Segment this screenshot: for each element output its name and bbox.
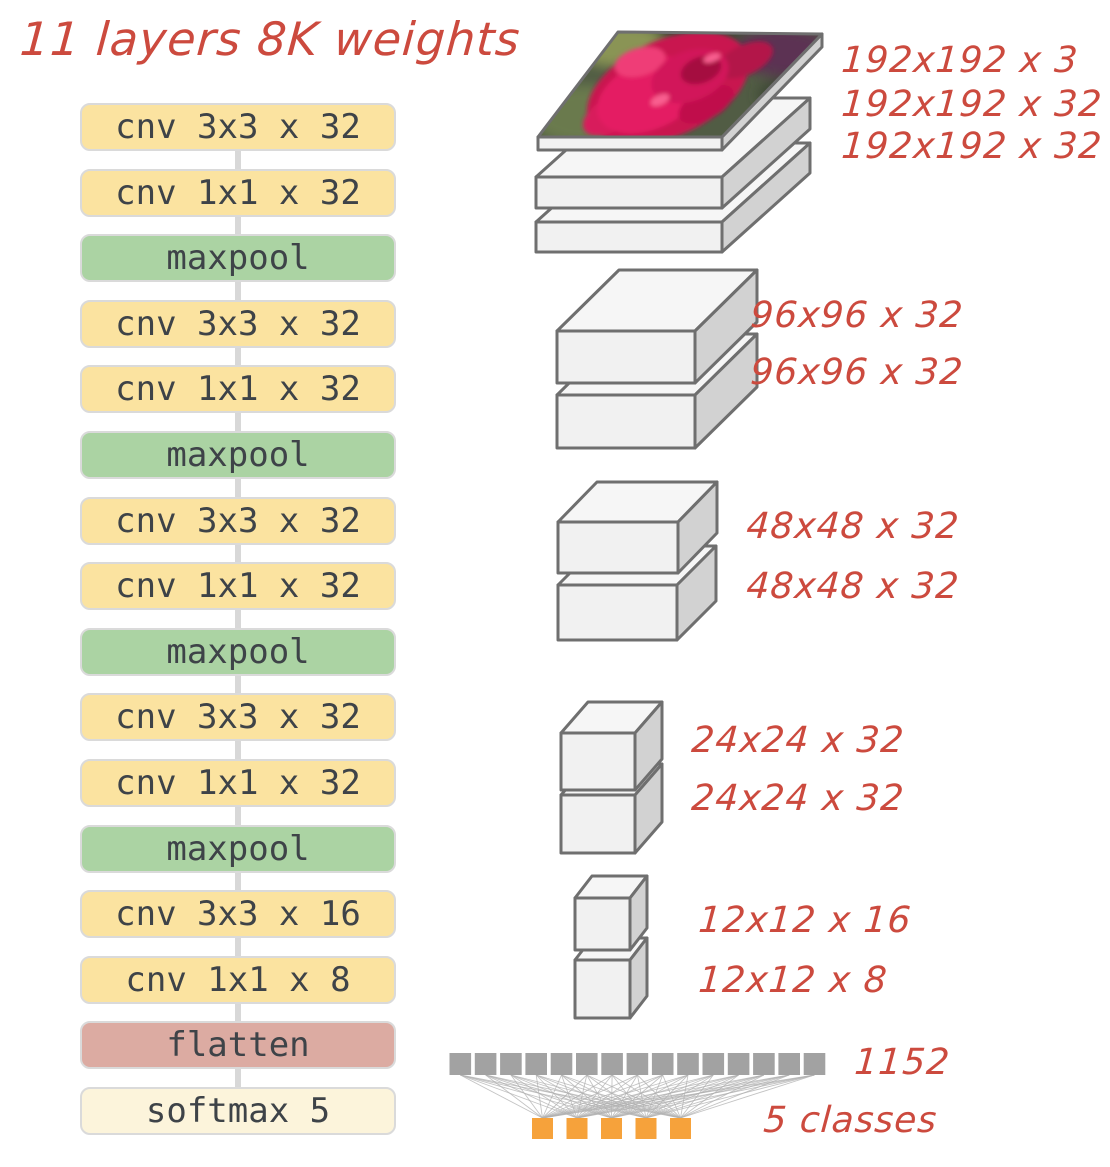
pipeline-block-1: cnv 3x3 x 32 (80, 103, 396, 151)
feature-stack-48 (556, 480, 719, 642)
fc-connections (460, 1074, 815, 1119)
pipeline-connector-line (235, 127, 241, 1112)
annotation-192-b: 192x192 x 32 (840, 126, 1104, 167)
annotation-96-a: 96x96 x 32 (749, 295, 965, 336)
pipeline-block-10: cnv 3x3 x 32 (80, 693, 396, 741)
feature-stack-24 (559, 700, 664, 855)
pipeline-block-16: softmax 5 (80, 1087, 396, 1135)
flatten-vector-squares (449, 1053, 826, 1075)
pipeline-block-13: cnv 3x3 x 16 (80, 890, 396, 938)
feature-stack-12 (573, 874, 649, 1020)
annotation-192-a: 192x192 x 32 (840, 84, 1104, 125)
annotation-12-a: 12x12 x 16 (697, 900, 913, 941)
annotation-classes: 5 classes (762, 1100, 939, 1141)
feature-stack-192 (534, 30, 824, 254)
annotation-24-b: 24x24 x 32 (690, 778, 906, 819)
annotation-12-b: 12x12 x 8 (697, 960, 890, 1001)
pipeline-block-2: cnv 1x1 x 32 (80, 169, 396, 217)
annotation-48-a: 48x48 x 32 (745, 506, 961, 547)
box-24-a (559, 700, 664, 792)
box-12-a (573, 874, 649, 952)
pipeline-block-12: maxpool (80, 825, 396, 873)
feature-stack-96 (555, 268, 759, 450)
pipeline-block-6: maxpool (80, 431, 396, 479)
pipeline-block-14: cnv 1x1 x 8 (80, 956, 396, 1004)
pipeline-block-9: maxpool (80, 628, 396, 676)
class-unit-squares (532, 1118, 691, 1139)
annotation-24-a: 24x24 x 32 (690, 720, 906, 761)
annotation-flatten-count: 1152 (853, 1042, 952, 1083)
pipeline-block-5: cnv 1x1 x 32 (80, 365, 396, 413)
annotation-192-input: 192x192 x 3 (840, 40, 1080, 81)
box-96-a (555, 268, 759, 385)
box-48-a (556, 480, 719, 575)
pipeline-block-4: cnv 3x3 x 32 (80, 300, 396, 348)
pipeline-block-3: maxpool (80, 234, 396, 282)
pipeline-block-7: cnv 3x3 x 32 (80, 497, 396, 545)
annotation-96-b: 96x96 x 32 (749, 352, 965, 393)
pipeline-block-15: flatten (80, 1021, 396, 1069)
annotation-48-b: 48x48 x 32 (745, 566, 961, 607)
rose-flower (583, 32, 773, 137)
pipeline-block-8: cnv 1x1 x 32 (80, 562, 396, 610)
pipeline-block-11: cnv 1x1 x 32 (80, 759, 396, 807)
